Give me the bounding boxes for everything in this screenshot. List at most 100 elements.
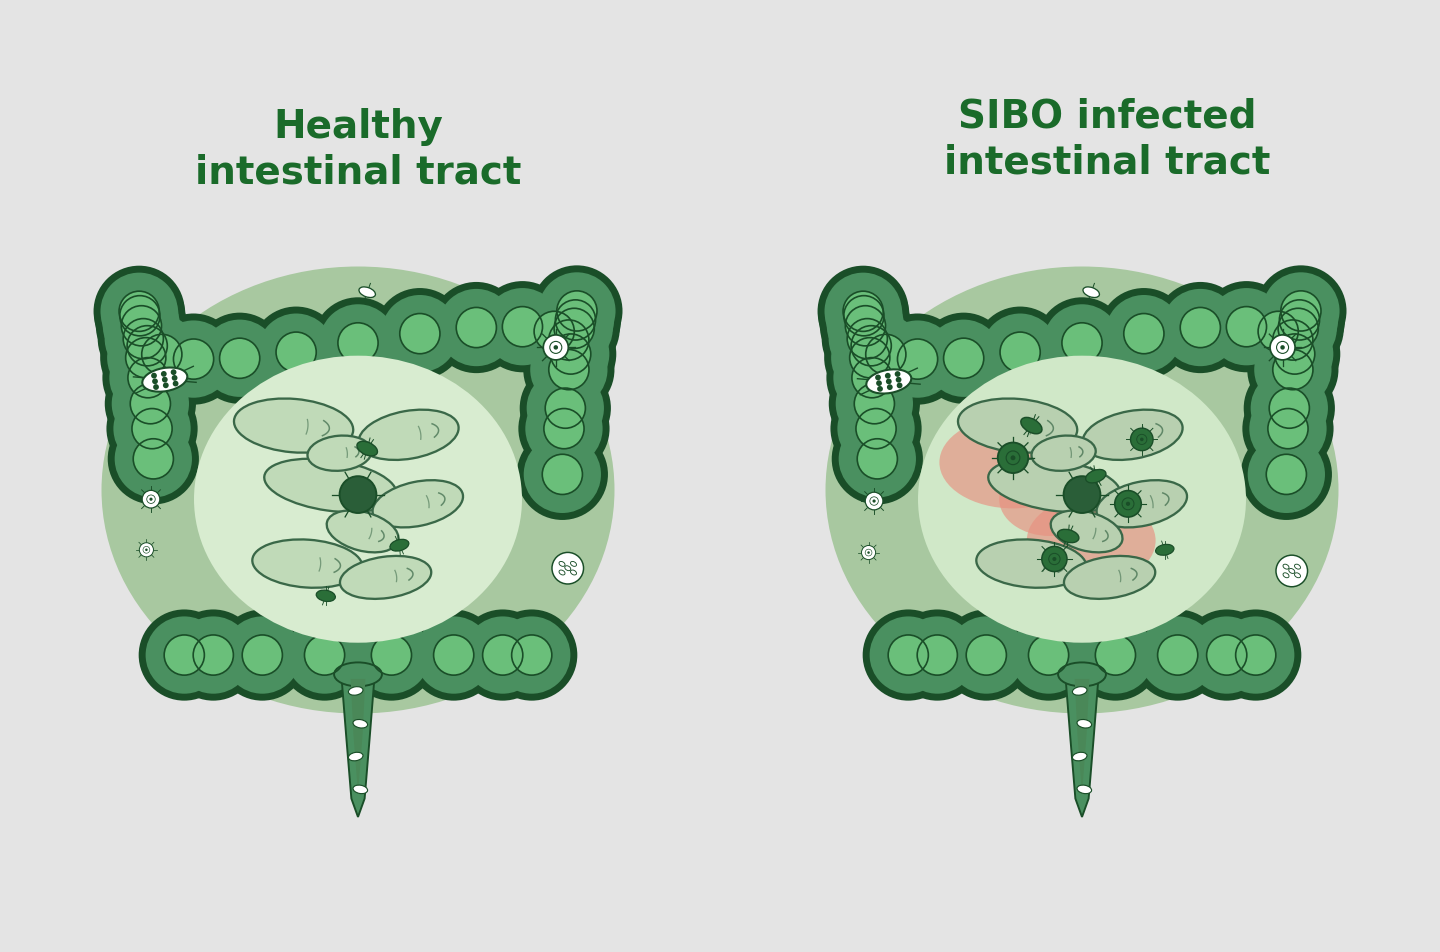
Ellipse shape bbox=[1083, 409, 1182, 460]
Circle shape bbox=[865, 334, 906, 374]
Ellipse shape bbox=[919, 356, 1246, 643]
Polygon shape bbox=[1074, 679, 1089, 794]
Circle shape bbox=[431, 282, 521, 373]
Circle shape bbox=[1041, 546, 1067, 571]
Circle shape bbox=[896, 377, 901, 383]
Ellipse shape bbox=[1051, 510, 1123, 552]
Circle shape bbox=[998, 443, 1028, 473]
Circle shape bbox=[819, 280, 912, 371]
Circle shape bbox=[382, 295, 458, 372]
Circle shape bbox=[829, 358, 920, 449]
Ellipse shape bbox=[1064, 556, 1155, 599]
Ellipse shape bbox=[1031, 436, 1096, 471]
Circle shape bbox=[825, 300, 917, 391]
Ellipse shape bbox=[390, 540, 409, 551]
Circle shape bbox=[832, 413, 923, 505]
Circle shape bbox=[121, 306, 161, 346]
Circle shape bbox=[1274, 334, 1315, 374]
Circle shape bbox=[153, 379, 158, 385]
Circle shape bbox=[828, 300, 906, 377]
Circle shape bbox=[1267, 408, 1308, 448]
Circle shape bbox=[834, 339, 910, 416]
Circle shape bbox=[544, 408, 585, 448]
Ellipse shape bbox=[976, 540, 1087, 587]
Ellipse shape bbox=[1021, 417, 1043, 434]
Circle shape bbox=[838, 390, 914, 467]
Circle shape bbox=[482, 635, 523, 675]
Circle shape bbox=[943, 338, 984, 378]
Circle shape bbox=[304, 635, 344, 675]
Ellipse shape bbox=[317, 590, 336, 602]
Circle shape bbox=[517, 428, 608, 520]
Circle shape bbox=[1273, 320, 1313, 360]
Ellipse shape bbox=[233, 399, 353, 453]
Circle shape bbox=[516, 293, 593, 370]
Circle shape bbox=[857, 439, 897, 479]
Circle shape bbox=[887, 385, 893, 390]
Circle shape bbox=[1126, 502, 1130, 506]
Circle shape bbox=[852, 358, 893, 398]
Circle shape bbox=[831, 383, 922, 474]
Circle shape bbox=[1132, 609, 1224, 701]
Circle shape bbox=[845, 306, 886, 346]
Circle shape bbox=[134, 439, 173, 479]
Ellipse shape bbox=[353, 720, 367, 728]
Ellipse shape bbox=[1077, 785, 1092, 794]
Circle shape bbox=[511, 635, 552, 675]
Circle shape bbox=[1004, 609, 1094, 701]
Circle shape bbox=[536, 289, 613, 367]
Circle shape bbox=[94, 270, 186, 362]
Circle shape bbox=[818, 266, 909, 357]
Circle shape bbox=[1280, 291, 1320, 331]
Circle shape bbox=[1207, 635, 1247, 675]
Circle shape bbox=[863, 609, 953, 701]
Circle shape bbox=[408, 609, 500, 701]
Circle shape bbox=[1158, 635, 1198, 675]
Circle shape bbox=[1037, 297, 1128, 388]
Circle shape bbox=[456, 609, 549, 701]
Circle shape bbox=[523, 324, 615, 415]
Circle shape bbox=[940, 609, 1032, 701]
Circle shape bbox=[556, 300, 596, 340]
Circle shape bbox=[94, 266, 184, 357]
Circle shape bbox=[825, 272, 901, 350]
Circle shape bbox=[842, 291, 883, 331]
Circle shape bbox=[847, 316, 924, 393]
Circle shape bbox=[847, 319, 887, 359]
Circle shape bbox=[861, 545, 876, 560]
Circle shape bbox=[1248, 308, 1341, 400]
Circle shape bbox=[487, 609, 577, 701]
Circle shape bbox=[372, 635, 412, 675]
Circle shape bbox=[854, 384, 894, 424]
Circle shape bbox=[543, 335, 569, 360]
Ellipse shape bbox=[359, 409, 458, 460]
Circle shape bbox=[838, 420, 916, 498]
Circle shape bbox=[550, 334, 590, 374]
Ellipse shape bbox=[1077, 720, 1092, 728]
Circle shape bbox=[477, 281, 567, 372]
Circle shape bbox=[825, 277, 903, 354]
Text: SIBO infected
intestinal tract: SIBO infected intestinal tract bbox=[943, 98, 1270, 182]
Circle shape bbox=[1217, 616, 1295, 694]
Circle shape bbox=[1181, 609, 1273, 701]
Ellipse shape bbox=[958, 399, 1077, 453]
Circle shape bbox=[1009, 616, 1087, 694]
Circle shape bbox=[855, 408, 896, 448]
Circle shape bbox=[132, 408, 173, 448]
Circle shape bbox=[148, 313, 239, 405]
Circle shape bbox=[101, 277, 179, 354]
Circle shape bbox=[171, 369, 177, 375]
Circle shape bbox=[145, 616, 223, 694]
Circle shape bbox=[153, 385, 158, 390]
Circle shape bbox=[827, 332, 917, 424]
Circle shape bbox=[1261, 281, 1338, 359]
Circle shape bbox=[96, 280, 187, 371]
Circle shape bbox=[526, 308, 616, 400]
Circle shape bbox=[873, 500, 876, 503]
Circle shape bbox=[873, 313, 963, 405]
Circle shape bbox=[202, 320, 278, 397]
Circle shape bbox=[216, 609, 308, 701]
Circle shape bbox=[948, 616, 1025, 694]
Circle shape bbox=[1251, 369, 1328, 446]
Circle shape bbox=[552, 552, 583, 584]
